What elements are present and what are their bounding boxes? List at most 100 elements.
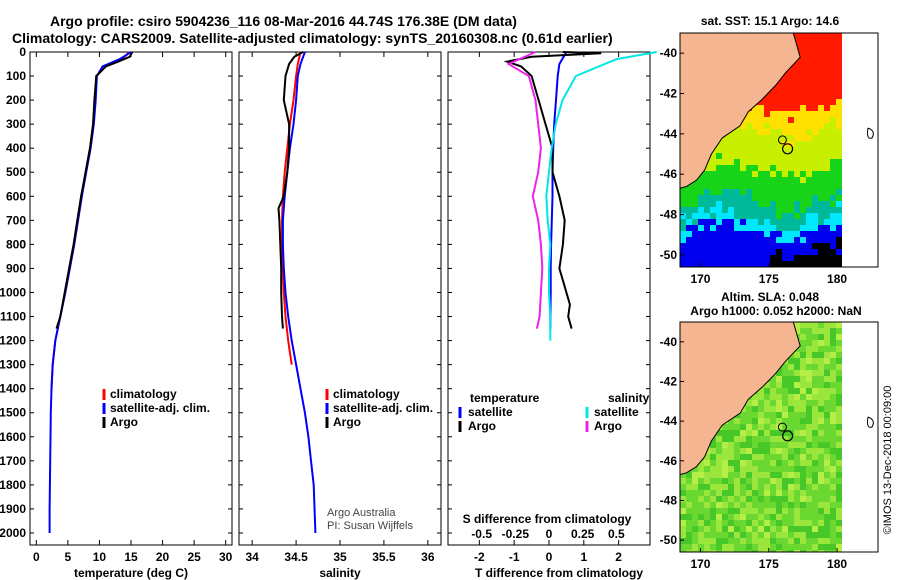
map-cell — [686, 544, 692, 550]
map-cell — [734, 153, 740, 159]
map-cell — [812, 418, 818, 424]
y-tick-label: 1600 — [0, 430, 26, 444]
map-cell — [836, 508, 842, 514]
map-cell — [722, 255, 728, 261]
map-cell — [824, 376, 830, 382]
map-cell — [806, 231, 812, 237]
map-cell — [692, 484, 698, 490]
map-cell — [830, 177, 836, 183]
map-y-tick-label: -42 — [660, 374, 678, 388]
map-cell — [776, 478, 782, 484]
map-cell — [794, 135, 800, 141]
map-cell — [812, 394, 818, 400]
map-cell — [800, 352, 806, 358]
map-cell — [764, 454, 770, 460]
map-cell — [776, 81, 782, 87]
map-cell — [830, 93, 836, 99]
map-cell — [806, 472, 812, 478]
map-cell — [812, 502, 818, 508]
map-cell — [836, 376, 842, 382]
map-cell — [776, 93, 782, 99]
map-cell — [752, 400, 758, 406]
map-cell — [746, 165, 752, 171]
map-cell — [794, 87, 800, 93]
map-cell — [710, 261, 716, 267]
map-cell — [824, 394, 830, 400]
map-cell — [710, 514, 716, 520]
map-cell — [776, 147, 782, 153]
map-cell — [800, 249, 806, 255]
map-cell — [752, 442, 758, 448]
map-cell — [836, 123, 842, 129]
map-cell — [824, 448, 830, 454]
map-cell — [836, 69, 842, 75]
map-cell — [824, 322, 830, 328]
map-cell — [764, 93, 770, 99]
map-cell — [818, 171, 824, 177]
map-cell — [824, 225, 830, 231]
map-cell — [752, 177, 758, 183]
map-cell — [680, 237, 686, 243]
map-cell — [824, 382, 830, 388]
map-cell — [824, 249, 830, 255]
x-tick-label: 0 — [33, 550, 40, 564]
map-cell — [770, 508, 776, 514]
map-cell — [800, 364, 806, 370]
map-cell — [722, 159, 728, 165]
map-cell — [812, 129, 818, 135]
map-cell — [812, 213, 818, 219]
map-cell — [752, 147, 758, 153]
map-cell — [722, 430, 728, 436]
map-cell — [824, 129, 830, 135]
map-cell — [782, 177, 788, 183]
map-cell — [770, 406, 776, 412]
legend-entry-argo: Argo — [333, 415, 361, 429]
map-cell — [788, 255, 794, 261]
map-cell — [818, 111, 824, 117]
map-cell — [782, 454, 788, 460]
map-cell — [818, 334, 824, 340]
map-cell — [830, 412, 836, 418]
map-cell — [830, 478, 836, 484]
map-cell — [716, 442, 722, 448]
map-cell — [686, 526, 692, 532]
map-cell — [776, 544, 782, 550]
map-cell — [818, 352, 824, 358]
map-cell — [794, 418, 800, 424]
map-cell — [788, 460, 794, 466]
map-cell — [740, 424, 746, 430]
land-new-zealand — [680, 322, 801, 476]
map-cell — [698, 219, 704, 225]
map-cell — [734, 177, 740, 183]
map-cell — [734, 249, 740, 255]
map-cell — [776, 520, 782, 526]
map-cell — [800, 75, 806, 81]
map-cell — [740, 430, 746, 436]
map-cell — [746, 442, 752, 448]
map-cell — [782, 153, 788, 159]
map-cell — [692, 213, 698, 219]
map-cell — [776, 418, 782, 424]
map-cell — [818, 147, 824, 153]
map-cell — [734, 508, 740, 514]
map-cell — [710, 484, 716, 490]
map-cell — [836, 129, 842, 135]
map-cell — [704, 520, 710, 526]
map-cell — [800, 412, 806, 418]
map-cell — [758, 436, 764, 442]
difference-series-t-argo — [503, 51, 602, 329]
map-cell — [710, 177, 716, 183]
map-cell — [722, 472, 728, 478]
map-cell — [704, 466, 710, 472]
map-cell — [752, 394, 758, 400]
x-tick-label: 35 — [333, 550, 347, 564]
map-cell — [746, 412, 752, 418]
map-cell — [806, 207, 812, 213]
map-cell — [722, 532, 728, 538]
map-cell — [776, 195, 782, 201]
map-cell — [686, 189, 692, 195]
map-cell — [770, 189, 776, 195]
map-cell — [776, 249, 782, 255]
map-cell — [770, 412, 776, 418]
map-cell — [734, 448, 740, 454]
